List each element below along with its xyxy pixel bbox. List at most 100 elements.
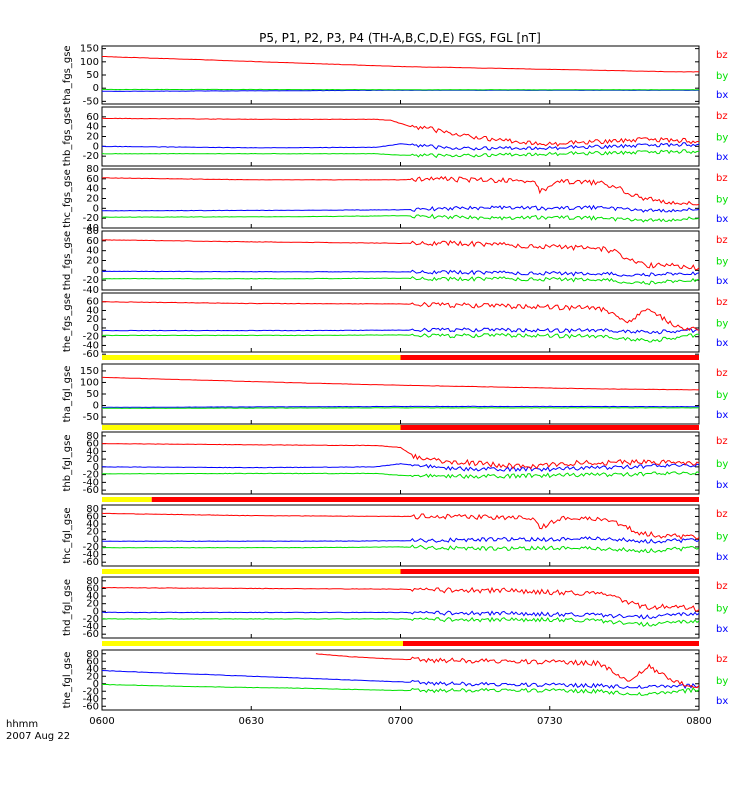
series-line-by <box>102 616 699 627</box>
series-line-bx <box>102 269 699 277</box>
y-tick-label: 60 <box>86 439 99 450</box>
x-tick-label: 0630 <box>239 716 264 727</box>
panel-frame <box>101 576 700 639</box>
y-tick-label: 60 <box>86 236 99 247</box>
panel-ylabel: tha_fgs_gse <box>62 45 73 104</box>
y-tick-label: 40 <box>86 519 99 530</box>
mode-bar-yellow <box>102 355 401 360</box>
y-tick-label: 0 <box>93 679 99 690</box>
legend-by: by <box>716 459 728 470</box>
panel-frame <box>101 363 700 425</box>
y-tick-label: 80 <box>86 649 99 660</box>
legend-bz: bz <box>716 173 728 184</box>
y-tick-label: -60 <box>83 557 99 568</box>
legend-by: by <box>716 532 728 543</box>
legend-bx: bx <box>716 696 728 707</box>
series-line-by <box>102 149 699 159</box>
y-tick-label: 0 <box>93 606 99 617</box>
y-tick-label: 0 <box>93 265 99 276</box>
y-tick-label: 80 <box>86 504 99 515</box>
y-tick-label: 50 <box>86 70 99 81</box>
y-tick-label: 40 <box>86 591 99 602</box>
y-tick-label: 20 <box>86 314 99 325</box>
series-line-bz <box>102 175 699 206</box>
y-tick-label: -60 <box>83 701 99 712</box>
legend-bx: bx <box>716 624 728 635</box>
y-tick-label: -40 <box>83 223 99 234</box>
y-tick-label: -20 <box>83 213 99 224</box>
x-tick-label: 0700 <box>388 716 413 727</box>
mode-bar-yellow <box>102 497 152 502</box>
y-tick-label: -40 <box>83 477 99 488</box>
panel-ylabel: thc_fgl_gse <box>62 507 73 563</box>
series-line-bx <box>102 142 699 151</box>
x-tick-label: 0800 <box>686 716 711 727</box>
y-tick-label: -20 <box>83 151 99 162</box>
y-tick-label: 150 <box>80 44 99 55</box>
y-tick-label: 20 <box>86 671 99 682</box>
y-tick-label: 40 <box>86 305 99 316</box>
legend-bz: bz <box>716 509 728 520</box>
mode-bar <box>102 497 699 502</box>
series-line-by <box>102 88 699 91</box>
y-tick-label: -40 <box>83 340 99 351</box>
y-tick-label: 20 <box>86 132 99 143</box>
series-line-by <box>102 471 699 480</box>
series-line-by <box>102 333 699 343</box>
mode-bar-red <box>400 355 699 360</box>
y-tick-label: 60 <box>86 112 99 123</box>
y-tick-label: -40 <box>83 622 99 633</box>
y-tick-label: 60 <box>86 297 99 308</box>
legend-bz: bz <box>716 111 728 122</box>
mode-bar-yellow <box>102 569 401 574</box>
legend-bz: bz <box>716 368 728 379</box>
series-line-bz <box>102 586 699 612</box>
y-tick-label: -60 <box>83 349 99 360</box>
legend-bz: bz <box>716 235 728 246</box>
y-tick-label: 80 <box>86 576 99 587</box>
y-tick-label: 0 <box>93 83 99 94</box>
panel-frame <box>101 504 700 567</box>
mode-bar-red <box>400 425 699 430</box>
y-tick-label: 0 <box>93 534 99 545</box>
legend-bz: bz <box>716 654 728 665</box>
y-tick-label: 0 <box>93 141 99 152</box>
series-line-by <box>102 276 699 286</box>
x-tick-label: 0730 <box>537 716 562 727</box>
panel-frame <box>101 106 700 167</box>
y-tick-label: 80 <box>86 431 99 442</box>
y-tick-label: 20 <box>86 599 99 610</box>
y-tick-label: -50 <box>83 96 99 107</box>
panel-ylabel: thd_fgl_gse <box>62 579 73 636</box>
series-line-bz <box>102 239 699 271</box>
series-line-bx <box>102 536 699 544</box>
y-tick-label: 0 <box>93 323 99 334</box>
series-line-bz <box>102 512 699 540</box>
y-tick-label: -60 <box>83 485 99 496</box>
series-line-by <box>102 407 699 409</box>
y-tick-label: 0 <box>93 401 99 412</box>
panel-ylabel: tha_fgl_gse <box>62 366 73 423</box>
y-tick-label: -20 <box>83 542 99 553</box>
legend-by: by <box>716 390 728 401</box>
y-tick-label: 50 <box>86 389 99 400</box>
legend-bz: bz <box>716 297 728 308</box>
series-line-by <box>102 213 699 223</box>
series-line-bz <box>315 653 699 689</box>
legend-bx: bx <box>716 410 728 421</box>
series-line-by <box>102 544 699 554</box>
panel-ylabel: thb_fgs_gse <box>62 107 73 166</box>
mode-bar <box>102 425 699 430</box>
time-axis-date: 2007 Aug 22 <box>6 731 70 742</box>
y-tick-label: -20 <box>83 614 99 625</box>
legend-bz: bz <box>716 581 728 592</box>
y-tick-label: -40 <box>83 285 99 296</box>
legend-bz: bz <box>716 50 728 61</box>
